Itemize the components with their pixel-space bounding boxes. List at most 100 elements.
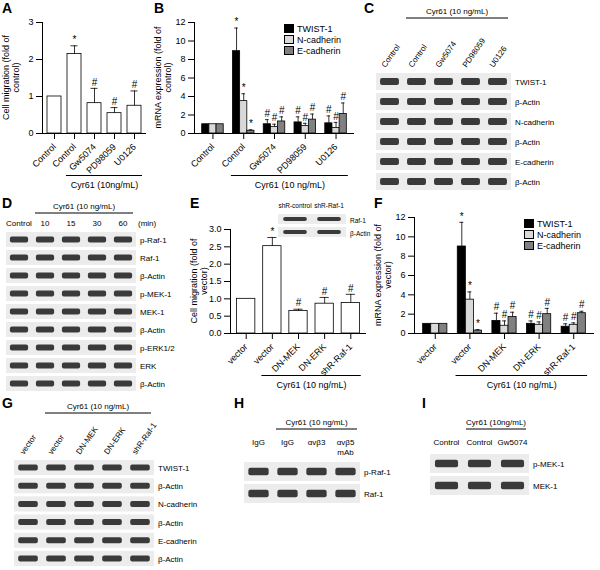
svg-text:#: # [563, 312, 569, 323]
svg-text:β-Actin: β-Actin [515, 178, 540, 187]
svg-text:U0126: U0126 [112, 142, 138, 168]
svg-text:PD98059: PD98059 [275, 142, 309, 176]
svg-text:60: 60 [119, 219, 128, 228]
svg-text:β-Actin: β-Actin [140, 380, 165, 389]
svg-text:*: * [242, 82, 246, 93]
svg-text:Cyr61 (10 ng/mL): Cyr61 (10 ng/mL) [285, 418, 348, 427]
svg-text:#: # [536, 310, 542, 321]
svg-text:0: 0 [28, 128, 33, 138]
svg-text:αvβ3: αvβ3 [308, 438, 326, 447]
svg-text:MEK-1: MEK-1 [140, 308, 165, 317]
svg-text:Control: Control [467, 438, 493, 447]
svg-text:E-cadherin: E-cadherin [515, 158, 554, 167]
svg-text:6: 6 [400, 270, 405, 280]
svg-text:#: # [322, 286, 328, 297]
svg-text:#: # [302, 112, 308, 123]
svg-text:β-Actin: β-Actin [350, 230, 371, 238]
svg-text:4: 4 [180, 91, 185, 101]
svg-text:Cyr61 (10ng/mL): Cyr61 (10ng/mL) [466, 418, 526, 427]
svg-text:β-Actin: β-Actin [140, 326, 165, 335]
svg-text:0.5: 0.5 [209, 311, 222, 321]
svg-text:DN-MEK: DN-MEK [74, 425, 100, 457]
svg-text:#: # [272, 112, 278, 123]
svg-text:Cyr61 (10 ng/mL): Cyr61 (10 ng/mL) [487, 380, 557, 390]
svg-text:Control: Control [6, 219, 32, 228]
svg-text:1.0: 1.0 [209, 294, 222, 304]
svg-text:β-Actin: β-Actin [158, 519, 183, 528]
svg-text:shR-Raf-1: shR-Raf-1 [130, 421, 159, 456]
svg-text:TWIST-1: TWIST-1 [515, 78, 547, 87]
svg-text:Raf-1: Raf-1 [364, 490, 384, 499]
svg-text:0: 0 [400, 328, 405, 338]
svg-text:1: 1 [28, 91, 33, 101]
svg-text:Control: Control [189, 142, 217, 170]
svg-text:αvβ5: αvβ5 [337, 438, 355, 447]
svg-text:Control: Control [380, 43, 402, 69]
svg-text:4: 4 [400, 290, 405, 300]
svg-text:DN-MEK: DN-MEK [476, 342, 508, 374]
svg-text:#: # [92, 77, 98, 88]
svg-text:Raf-1: Raf-1 [350, 217, 366, 224]
svg-text:30: 30 [93, 219, 102, 228]
svg-text:*: * [235, 16, 239, 27]
svg-text:2: 2 [400, 309, 405, 319]
svg-text:U0126: U0126 [488, 44, 509, 69]
svg-text:#: # [579, 299, 585, 310]
svg-text:2.0: 2.0 [209, 259, 222, 269]
svg-text:MEK-1: MEK-1 [533, 482, 558, 491]
svg-text:vector: vector [225, 342, 249, 366]
svg-text:*: * [270, 226, 274, 237]
svg-text:DN-ERK: DN-ERK [511, 342, 542, 373]
svg-text:10: 10 [41, 219, 50, 228]
svg-text:*: * [476, 318, 480, 329]
svg-text:#: # [295, 105, 301, 116]
svg-text:*: * [73, 34, 77, 45]
svg-text:Control: Control [434, 438, 460, 447]
svg-text:#: # [571, 311, 577, 322]
svg-text:6: 6 [180, 73, 185, 83]
svg-text:β-Actin: β-Actin [158, 482, 183, 491]
svg-text:#: # [326, 104, 332, 115]
svg-text:vector: vector [414, 342, 438, 366]
svg-text:vector: vector [251, 342, 275, 366]
svg-text:shR-control: shR-control [278, 202, 312, 209]
svg-text:Gw5074: Gw5074 [498, 438, 528, 447]
svg-text:10: 10 [395, 232, 405, 242]
svg-text:vector: vector [449, 342, 473, 366]
svg-text:vector: vector [18, 433, 38, 456]
svg-text:IgG: IgG [252, 438, 265, 447]
svg-text:(min): (min) [138, 219, 157, 228]
svg-text:10: 10 [175, 36, 185, 46]
svg-text:8: 8 [180, 54, 185, 64]
svg-text:2: 2 [28, 54, 33, 64]
svg-text:*: * [468, 280, 472, 291]
svg-text:p-ERK1/2: p-ERK1/2 [140, 344, 175, 353]
svg-text:β-Actin: β-Actin [515, 98, 540, 107]
svg-text:Cyr61 (10 ng/mL): Cyr61 (10 ng/mL) [255, 180, 325, 190]
svg-text:#: # [112, 96, 118, 107]
svg-text:#: # [502, 309, 508, 320]
svg-text:#: # [544, 297, 550, 308]
svg-text:#: # [528, 309, 534, 320]
svg-text:8: 8 [400, 251, 405, 261]
svg-text:DN-ERK: DN-ERK [102, 425, 127, 456]
svg-text:1.5: 1.5 [209, 276, 222, 286]
svg-text:N-cadherin: N-cadherin [515, 118, 554, 127]
svg-text:*: * [460, 211, 464, 222]
svg-text:#: # [340, 91, 346, 102]
svg-text:IgG: IgG [281, 438, 294, 447]
svg-text:2.5: 2.5 [209, 242, 222, 252]
svg-text:Cyr61 (10 ng/mL): Cyr61 (10 ng/mL) [277, 380, 347, 390]
svg-text:#: # [132, 79, 138, 90]
svg-text:p-Raf-1: p-Raf-1 [364, 468, 391, 477]
svg-text:#: # [279, 105, 285, 116]
svg-text:shR-Raf-1: shR-Raf-1 [314, 202, 344, 209]
svg-text:Cyr61 (10 ng/mL): Cyr61 (10 ng/mL) [67, 402, 130, 411]
svg-text:15: 15 [67, 219, 76, 228]
svg-text:p-MEK-1: p-MEK-1 [533, 460, 565, 469]
svg-text:12: 12 [175, 17, 185, 27]
svg-text:Cyr61 (10 ng/mL): Cyr61 (10 ng/mL) [426, 7, 489, 16]
svg-text:Control: Control [220, 142, 248, 170]
svg-text:Raf-1: Raf-1 [140, 254, 160, 263]
svg-text:PD98059: PD98059 [461, 36, 488, 69]
